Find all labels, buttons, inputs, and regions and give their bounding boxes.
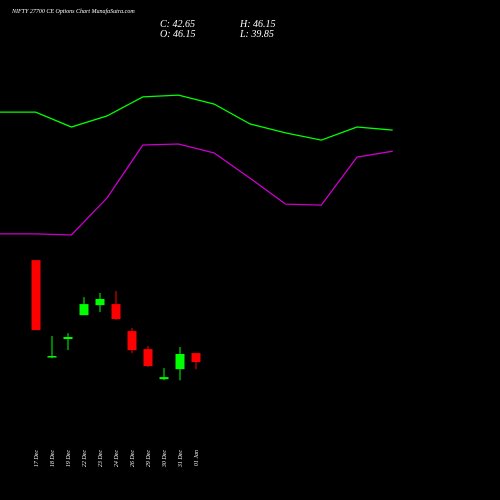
x-tick-label: 26 Dec: [130, 450, 136, 467]
x-tick-label: 22 Dec: [82, 450, 88, 467]
candle-body: [175, 353, 185, 370]
x-tick-label: 24 Dec: [113, 450, 120, 467]
candle-body: [63, 337, 73, 340]
candle-body: [95, 298, 105, 306]
candle-body: [191, 353, 201, 363]
chart-title: NIFTY 27700 CE Options Chart MunafaSutra…: [11, 8, 135, 15]
candle-body: [159, 377, 169, 380]
x-tick-label: 29 Dec: [146, 450, 152, 467]
header-open: O: 46.15: [160, 29, 196, 40]
candle-body: [143, 349, 153, 367]
x-tick-label: 19 Dec: [66, 450, 72, 467]
candle-body: [127, 331, 137, 351]
indicator-line: [0, 143, 393, 236]
indicator-line: [0, 94, 393, 141]
x-tick-label: 17 Dec: [34, 450, 40, 467]
header-low: L: 39.85: [239, 29, 274, 40]
x-tick-label: 31 Dec: [178, 450, 184, 468]
x-tick-label: 18 Dec: [50, 450, 56, 467]
candle-body: [111, 304, 121, 320]
x-tick-label: 30 Dec: [162, 450, 168, 468]
candle-body: [47, 356, 57, 358]
candle-body: [79, 304, 89, 316]
x-tick-label: 23 Dec: [98, 450, 104, 467]
candle-body: [31, 260, 41, 331]
header-high: H: 46.15: [239, 19, 276, 30]
header-close: C: 42.65: [160, 19, 195, 30]
x-tick-label: 01 Jan: [194, 450, 200, 466]
